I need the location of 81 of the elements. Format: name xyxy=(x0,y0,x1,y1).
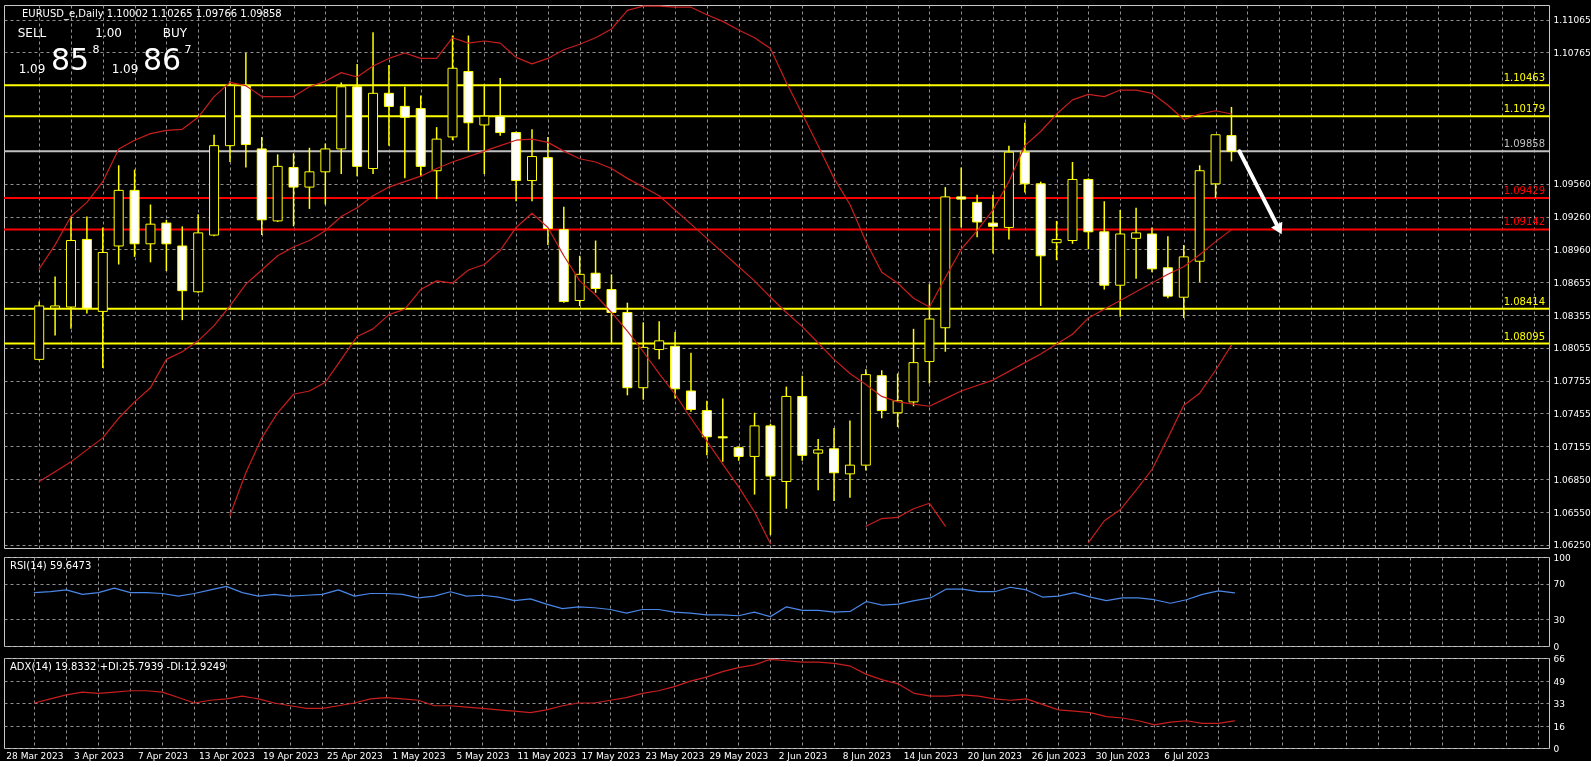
x-tick-label: 19 Apr 2023 xyxy=(263,750,319,761)
candlestick xyxy=(988,193,999,255)
x-tick-label: 26 Jun 2023 xyxy=(1031,750,1086,761)
y-tick-label: 70 xyxy=(1553,579,1566,590)
line-series xyxy=(33,585,1236,618)
x-tick-label: 1 May 2023 xyxy=(392,750,446,761)
candlestick xyxy=(527,128,538,203)
y-tick-label: 1.08960 xyxy=(1553,244,1591,255)
line-series xyxy=(38,138,1233,483)
chart-title: RSI(14) 59.6473 xyxy=(10,560,92,571)
x-tick-label: 2 Jun 2023 xyxy=(778,750,828,761)
ref-line-label: 1.09429 xyxy=(1503,185,1545,197)
x-tick-label: 25 Apr 2023 xyxy=(327,750,383,761)
candlestick xyxy=(956,166,967,229)
y-tick-label: 1.08355 xyxy=(1553,310,1591,321)
annotation: BUY xyxy=(162,26,188,40)
y-tick-label: 0 xyxy=(1553,743,1560,754)
y-tick-label: 100 xyxy=(1553,552,1571,563)
candlestick xyxy=(161,219,172,272)
ref-line-label: 1.10463 xyxy=(1503,72,1545,84)
y-tick-label: 1.08055 xyxy=(1553,343,1591,354)
x-tick-label: 29 May 2023 xyxy=(709,750,769,761)
y-tick-label: 16 xyxy=(1553,721,1566,732)
annotation: 8 xyxy=(92,43,100,56)
candlestick xyxy=(590,239,601,294)
x-tick-label: 17 May 2023 xyxy=(581,750,641,761)
x-tick-label: 7 Apr 2023 xyxy=(137,750,188,761)
x-tick-label: 30 Jun 2023 xyxy=(1095,750,1150,761)
ref-line-label: 1.09858 xyxy=(1503,138,1545,150)
candlestick xyxy=(813,438,824,491)
chart-title: ADX(14) 19.8332 +DI:25.7939 -DI:12.9249 xyxy=(10,661,226,672)
x-tick-label: 11 May 2023 xyxy=(517,750,577,761)
annotation: 85 xyxy=(50,42,90,77)
y-tick-label: 1.10765 xyxy=(1553,47,1591,58)
x-tick-label: 3 Apr 2023 xyxy=(73,750,124,761)
candlestick xyxy=(829,427,840,502)
candlestick xyxy=(1051,220,1062,261)
y-tick-label: 1.07455 xyxy=(1553,408,1591,419)
chart-title: EURUSD_e,Daily 1.10002 1.10265 1.09766 1.09858 xyxy=(22,8,282,20)
annotation: 86 xyxy=(142,42,182,77)
candlestick xyxy=(717,397,728,463)
x-tick-label: 20 Jun 2023 xyxy=(967,750,1022,761)
x-tick-label: 28 Mar 2023 xyxy=(6,750,64,761)
y-tick-label: 1.09260 xyxy=(1553,212,1591,223)
y-tick-label: 30 xyxy=(1553,614,1566,625)
annotation: 1.00 xyxy=(95,26,122,40)
ref-line-label: 1.08414 xyxy=(1503,295,1545,307)
candlestick xyxy=(1131,207,1142,280)
candlestick xyxy=(892,372,903,428)
ref-line-label: 1.08095 xyxy=(1503,330,1545,342)
candlestick xyxy=(304,147,315,210)
annotation: 7 xyxy=(184,43,192,56)
y-tick-label: 1.07155 xyxy=(1553,441,1591,452)
x-tick-label: 6 Jul 2023 xyxy=(1164,750,1210,761)
candlestick xyxy=(288,152,299,228)
y-tick-label: 0 xyxy=(1553,641,1560,652)
y-tick-label: 1.06850 xyxy=(1553,474,1591,485)
x-tick-label: 23 May 2023 xyxy=(645,750,705,761)
ref-line-label: 1.10179 xyxy=(1503,103,1545,115)
y-tick-label: 1.06250 xyxy=(1553,540,1591,551)
ref-line-label: 1.09142 xyxy=(1503,216,1545,228)
candlestick xyxy=(972,193,983,238)
annotation: 1.09 xyxy=(111,62,139,76)
annotation: 1.09 xyxy=(18,62,46,76)
y-tick-label: 1.09560 xyxy=(1553,179,1591,190)
x-tick-label: 5 May 2023 xyxy=(456,750,510,761)
candlestick xyxy=(685,352,696,413)
candlestick xyxy=(844,419,855,499)
y-tick-label: 49 xyxy=(1553,676,1566,687)
y-tick-label: 1.06550 xyxy=(1553,507,1591,518)
y-tick-label: 66 xyxy=(1553,653,1566,664)
candlestick xyxy=(145,203,156,264)
annotation: SELL xyxy=(17,26,47,40)
y-tick-label: 1.08655 xyxy=(1553,278,1591,288)
x-tick-label: 8 Jun 2023 xyxy=(842,750,892,761)
candlestick xyxy=(320,142,331,206)
x-tick-label: 13 Apr 2023 xyxy=(199,750,255,761)
y-tick-label: 33 xyxy=(1553,698,1565,709)
x-tick-label: 14 Jun 2023 xyxy=(903,750,958,761)
y-tick-label: 1.11065 xyxy=(1553,15,1591,26)
y-tick-label: 1.07755 xyxy=(1553,376,1591,387)
